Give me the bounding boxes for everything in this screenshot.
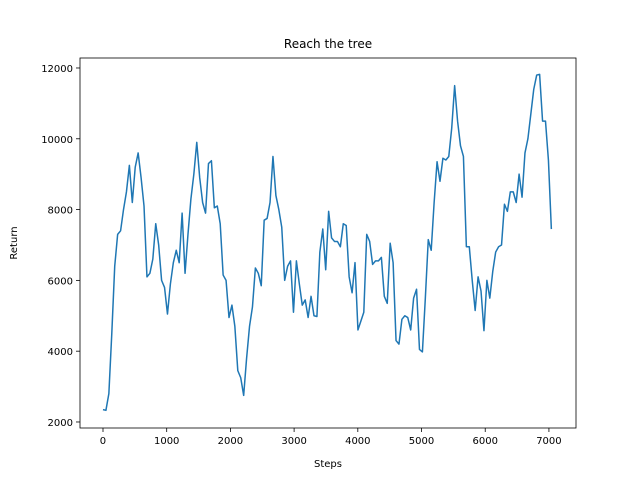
x-tick-label: 5000 <box>409 436 434 447</box>
x-tick-label: 3000 <box>281 436 306 447</box>
x-tick-label: 1000 <box>154 436 179 447</box>
x-tick-label: 4000 <box>345 436 370 447</box>
y-axis-label: Return <box>9 226 20 259</box>
y-tick-label: 4000 <box>48 347 73 358</box>
x-tick-label: 6000 <box>472 436 497 447</box>
y-tick-label: 10000 <box>41 135 73 146</box>
y-tick-label: 2000 <box>48 418 73 429</box>
y-tick-label: 6000 <box>48 276 73 287</box>
y-tick-label: 8000 <box>48 206 73 217</box>
x-tick-label: 7000 <box>536 436 561 447</box>
x-axis-label: Steps <box>314 459 342 470</box>
data-line <box>102 73 553 412</box>
x-tick-label: 0 <box>100 436 106 447</box>
x-tick-label: 2000 <box>218 436 243 447</box>
chart-title: Reach the tree <box>284 37 372 51</box>
y-tick-label: 12000 <box>41 64 73 75</box>
plot-frame <box>79 57 577 429</box>
